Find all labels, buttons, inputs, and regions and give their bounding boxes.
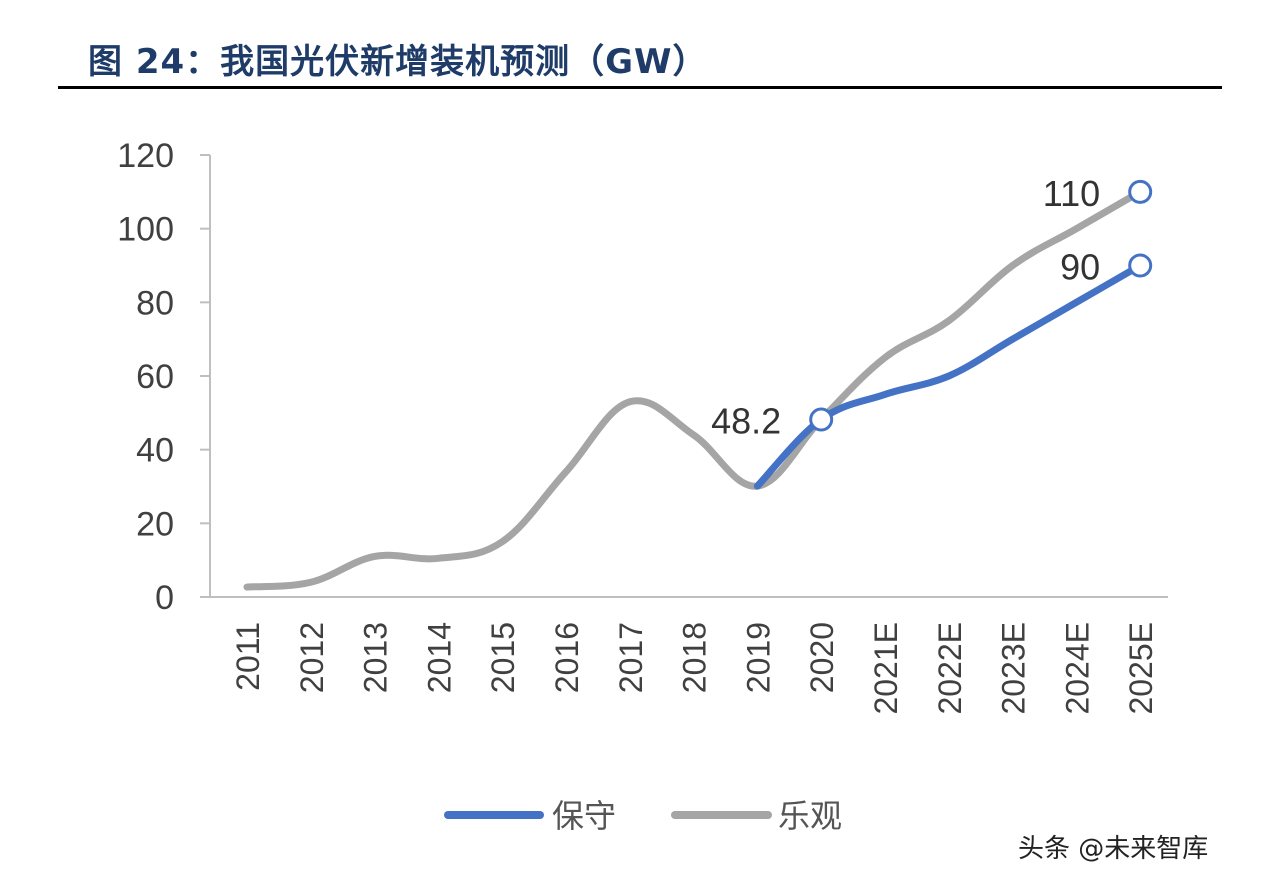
series-line-conservative bbox=[753, 262, 1144, 490]
y-tick-label: 40 bbox=[136, 432, 174, 470]
data-marker bbox=[1128, 179, 1153, 204]
data-label: 48.2 bbox=[711, 400, 781, 441]
x-tick-label: 2022E bbox=[932, 622, 968, 715]
axes: 0 20 40 60 80 100 120 2011 2012 2013 2014 2015 2016 2… bbox=[117, 137, 1168, 715]
x-tick-label: 2015 bbox=[485, 622, 521, 693]
series-line-optimistic bbox=[243, 188, 1144, 591]
x-tick-label: 2013 bbox=[358, 622, 394, 693]
x-tick-label: 2011 bbox=[230, 622, 266, 691]
legend: 保守 乐观 bbox=[444, 797, 842, 835]
data-label: 110 bbox=[1043, 173, 1100, 214]
data-marker bbox=[809, 407, 834, 432]
legend-label: 保守 bbox=[552, 797, 616, 835]
y-tick-label: 0 bbox=[155, 579, 174, 617]
x-tick-label: 2017 bbox=[613, 622, 649, 693]
x-tick-label: 2023E bbox=[996, 622, 1032, 715]
x-tick-label: 2016 bbox=[549, 622, 585, 693]
legend-label: 乐观 bbox=[778, 797, 842, 835]
x-tick-label: 2025E bbox=[1123, 622, 1159, 715]
x-tick-label: 2021E bbox=[868, 622, 904, 715]
series-lines bbox=[243, 188, 1144, 591]
title-rule bbox=[58, 86, 1222, 89]
data-marker bbox=[1128, 253, 1153, 278]
x-tick-label: 2018 bbox=[677, 622, 713, 693]
y-tick-label: 80 bbox=[136, 284, 174, 322]
x-tick-label: 2012 bbox=[294, 622, 330, 693]
data-labels: 48.2 110 90 bbox=[711, 173, 1100, 442]
x-tick-label: 2024E bbox=[1059, 622, 1095, 715]
x-tick-label: 2019 bbox=[740, 622, 776, 693]
x-tick-label: 2014 bbox=[421, 622, 457, 693]
data-label: 90 bbox=[1060, 247, 1100, 288]
y-tick-label: 60 bbox=[136, 358, 174, 396]
y-tick-label: 20 bbox=[136, 505, 174, 543]
markers bbox=[809, 179, 1153, 432]
y-tick-label: 100 bbox=[117, 211, 174, 249]
chart-title: 图 24：我国光伏新增装机预测（GW） bbox=[88, 42, 708, 82]
y-tick-label: 120 bbox=[117, 137, 174, 175]
x-tick-label: 2020 bbox=[804, 622, 840, 693]
watermark: 头条 @未来智库 bbox=[1018, 834, 1209, 864]
